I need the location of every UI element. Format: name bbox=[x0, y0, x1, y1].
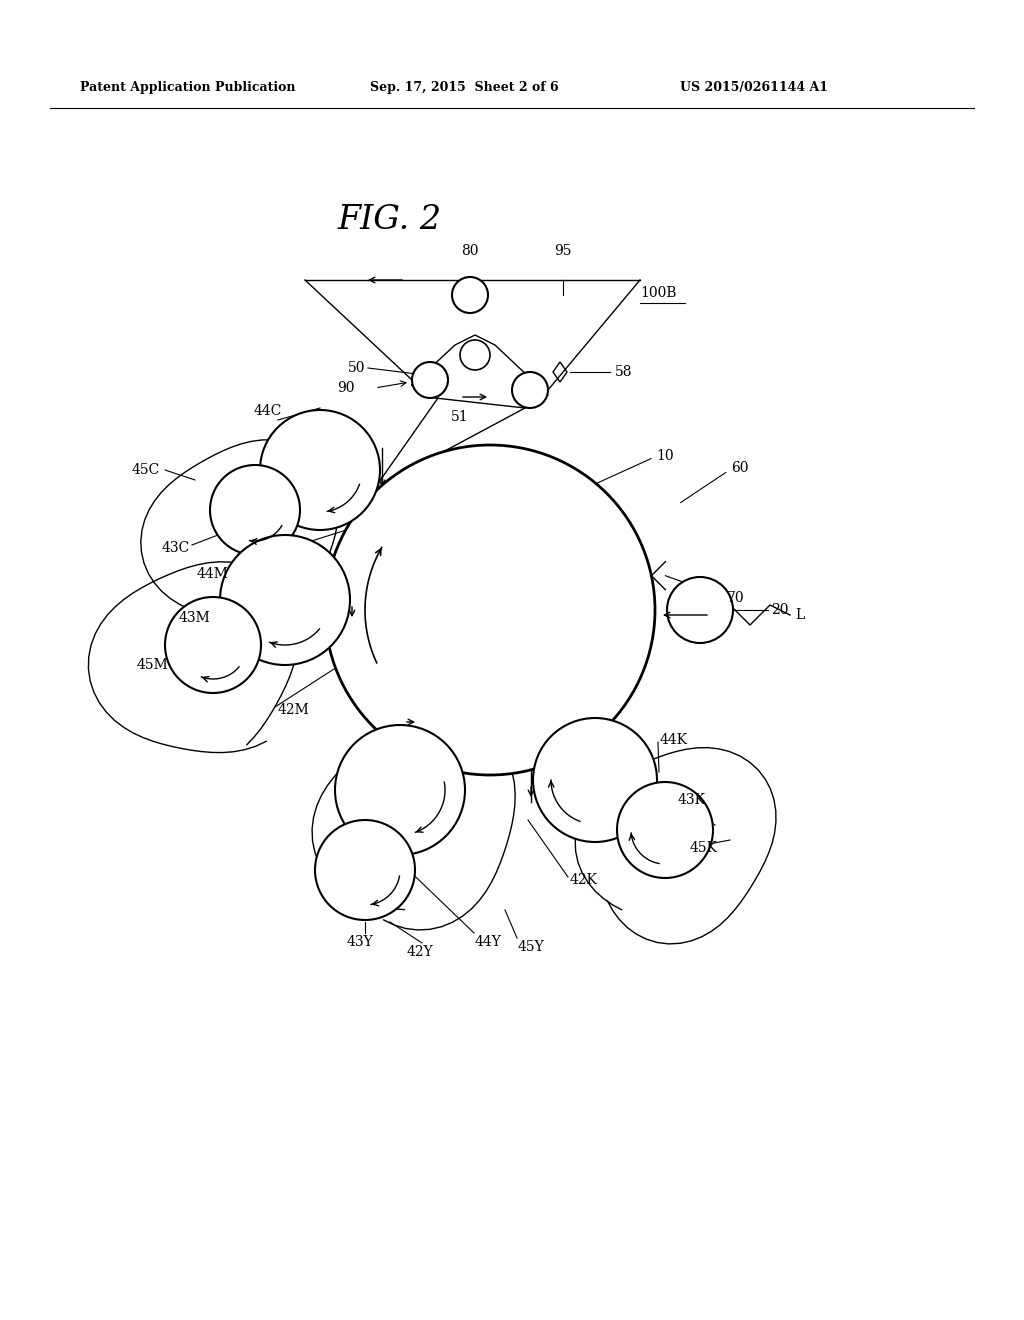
Text: 43M: 43M bbox=[178, 611, 210, 624]
Circle shape bbox=[412, 362, 449, 399]
Text: US 2015/0261144 A1: US 2015/0261144 A1 bbox=[680, 82, 828, 95]
Text: 45M: 45M bbox=[136, 657, 168, 672]
Circle shape bbox=[260, 411, 380, 531]
Text: 44C: 44C bbox=[254, 404, 283, 418]
Circle shape bbox=[335, 725, 465, 855]
Text: 51: 51 bbox=[452, 411, 469, 424]
Text: 42C: 42C bbox=[248, 558, 276, 572]
Circle shape bbox=[512, 372, 548, 408]
Text: 43K: 43K bbox=[678, 793, 706, 807]
Circle shape bbox=[617, 781, 713, 878]
Circle shape bbox=[460, 341, 490, 370]
Text: 42M: 42M bbox=[278, 704, 309, 717]
Text: 45K: 45K bbox=[690, 841, 718, 855]
Text: 10: 10 bbox=[656, 449, 674, 462]
Text: 42Y: 42Y bbox=[407, 945, 433, 960]
Circle shape bbox=[452, 277, 488, 313]
Text: 45Y: 45Y bbox=[518, 940, 545, 954]
Text: 70: 70 bbox=[726, 590, 744, 605]
Circle shape bbox=[165, 597, 261, 693]
Text: 20: 20 bbox=[771, 603, 788, 616]
Circle shape bbox=[220, 535, 350, 665]
Text: Patent Application Publication: Patent Application Publication bbox=[80, 82, 296, 95]
Text: 60: 60 bbox=[731, 461, 749, 474]
Text: FIG. 2: FIG. 2 bbox=[338, 205, 442, 236]
Text: 44M: 44M bbox=[197, 568, 228, 581]
Text: 90: 90 bbox=[338, 381, 355, 395]
Circle shape bbox=[315, 820, 415, 920]
Text: 80: 80 bbox=[461, 244, 479, 257]
Circle shape bbox=[325, 445, 655, 775]
Text: 95: 95 bbox=[554, 244, 571, 257]
Text: 44K: 44K bbox=[660, 733, 688, 747]
Circle shape bbox=[534, 718, 657, 842]
Text: 50: 50 bbox=[347, 360, 365, 375]
Text: 100B: 100B bbox=[640, 286, 677, 300]
Text: 44Y: 44Y bbox=[475, 935, 502, 949]
Circle shape bbox=[667, 577, 733, 643]
Text: Sep. 17, 2015  Sheet 2 of 6: Sep. 17, 2015 Sheet 2 of 6 bbox=[370, 82, 559, 95]
Text: 43C: 43C bbox=[162, 541, 190, 554]
Text: 45C: 45C bbox=[132, 463, 160, 477]
Text: 58: 58 bbox=[615, 366, 633, 379]
Circle shape bbox=[210, 465, 300, 554]
Text: L: L bbox=[795, 609, 804, 622]
Text: 42K: 42K bbox=[570, 873, 598, 887]
Text: 43Y: 43Y bbox=[347, 935, 374, 949]
